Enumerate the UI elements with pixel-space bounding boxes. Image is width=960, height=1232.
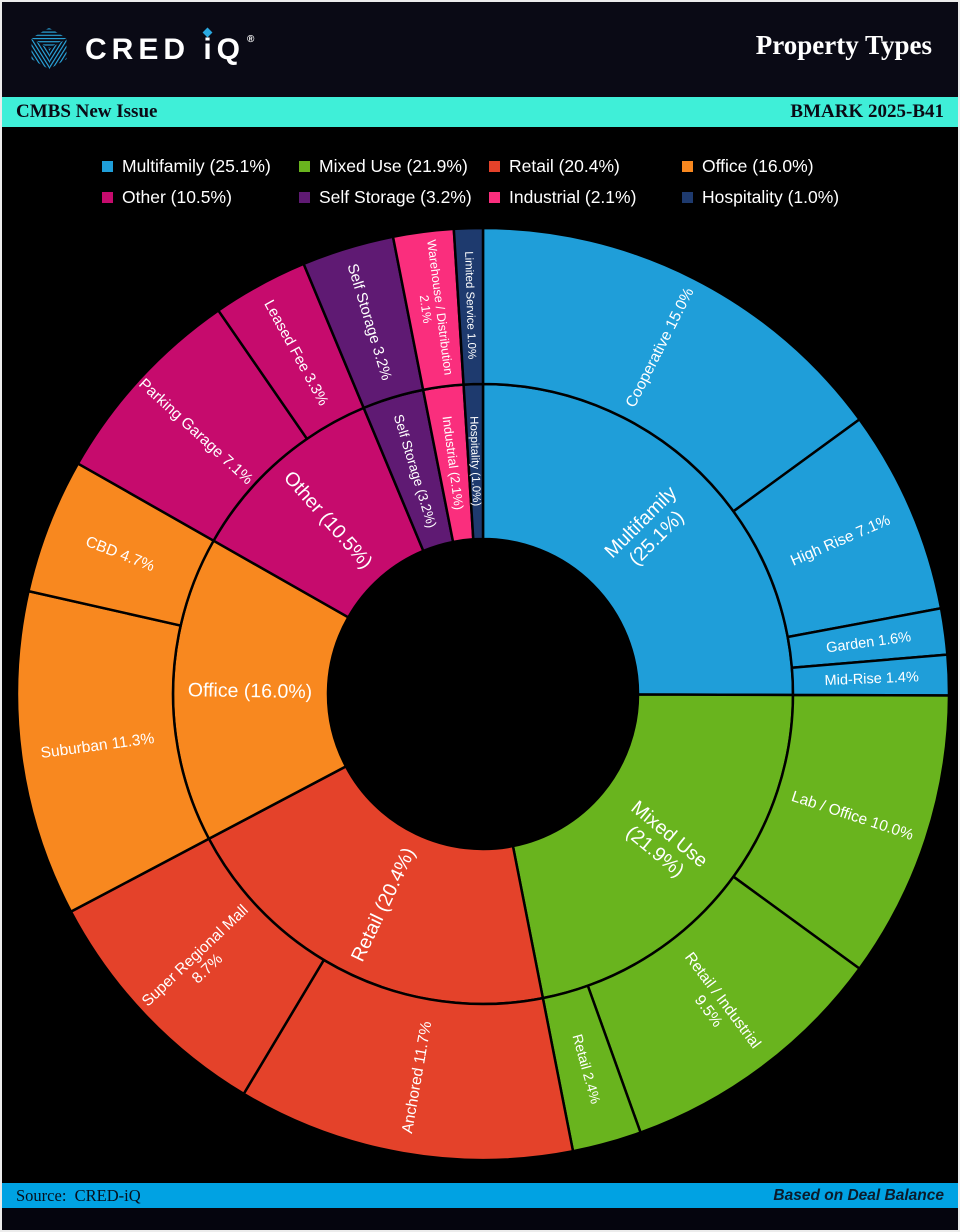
chart-legend: Multifamily (25.1%) Mixed Use (21.9%) Reta… (2, 127, 958, 227)
legend-swatch-icon (682, 160, 693, 172)
source-label: Source: CRED-iQ (16, 1185, 141, 1205)
legend-item-other-10-5[interactable]: Other (10.5%) (102, 186, 232, 208)
legend-item-hospitality-1-0[interactable]: Hospitality (1.0%) (682, 186, 839, 208)
logo-wordmark: CRED iQ (85, 32, 246, 66)
logo-text: CRED iQ ® (85, 32, 255, 67)
legend-label: Hospitality (1.0%) (702, 186, 840, 207)
deal-banner: CMBS New Issue BMARK 2025-B41 (2, 97, 958, 127)
crediq-logo: CRED iQ ® (26, 24, 255, 74)
legend-label: Other (10.5%) (122, 186, 232, 207)
crediq-cube-icon (31, 27, 67, 70)
legend-item-self-storage-3-2[interactable]: Self Storage (3.2%) (299, 186, 472, 208)
segment-multifamily-cooperative[interactable] (481, 226, 861, 513)
sunburst-chart[interactable]: Multifamily(25.1%)Cooperative 15.0%High … (2, 127, 958, 1183)
legend-label: Office (16.0%) (702, 155, 814, 176)
legend-label: Industrial (2.1%) (509, 186, 637, 207)
legend-item-multifamily-25-1[interactable]: Multifamily (25.1%) (102, 155, 271, 177)
chart-area: Multifamily(25.1%) Cooperative 15.0% High … (2, 127, 958, 1183)
header: CRED iQ ® Property Types (2, 2, 958, 97)
legend-item-office-16-0[interactable]: Office (16.0%) (682, 155, 814, 177)
deal-type-label: CMBS New Issue (16, 101, 158, 122)
label-office: Office (16.0%) (188, 679, 313, 703)
legend-swatch-icon (102, 160, 113, 172)
legend-label: Multifamily (25.1%) (122, 155, 271, 176)
deal-name-label: BMARK 2025-B41 (790, 101, 944, 122)
basis-note: Based on Deal Balance (773, 1186, 944, 1204)
label-hospitality: Hospitality (1.0%) (467, 416, 482, 507)
registered-mark: ® (247, 33, 255, 45)
label-multifamily-mid-rise: Mid-Rise 1.4% (824, 669, 919, 689)
legend-label: Self Storage (3.2%) (319, 186, 472, 207)
legend-item-mixed-use-21-9[interactable]: Mixed Use (21.9%) (299, 155, 468, 177)
label-hospitality-limited-service: Limited Service 1.0% (462, 251, 477, 359)
legend-swatch-icon (489, 160, 500, 172)
legend-label: Retail (20.4%) (509, 155, 620, 176)
legend-swatch-icon (102, 191, 113, 203)
legend-swatch-icon (299, 191, 310, 203)
segment-hospitality-limited-service[interactable] (452, 226, 485, 386)
legend-swatch-icon (682, 191, 693, 203)
legend-swatch-icon (299, 160, 310, 172)
legend-item-retail-20-4[interactable]: Retail (20.4%) (489, 155, 620, 177)
legend-swatch-icon (489, 191, 500, 203)
legend-label: Mixed Use (21.9%) (319, 155, 468, 176)
legend-item-industrial-2-1[interactable]: Industrial (2.1%) (489, 186, 636, 208)
page-title: Property Types (755, 30, 932, 60)
footer-bar: Source: CRED-iQ Based on Deal Balance (2, 1183, 958, 1208)
